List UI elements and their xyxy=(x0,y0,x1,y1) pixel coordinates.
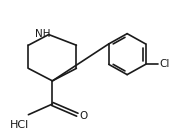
Text: O: O xyxy=(79,111,87,121)
Text: Cl: Cl xyxy=(159,59,169,69)
Text: HCl: HCl xyxy=(10,120,29,130)
Text: NH: NH xyxy=(35,29,51,39)
